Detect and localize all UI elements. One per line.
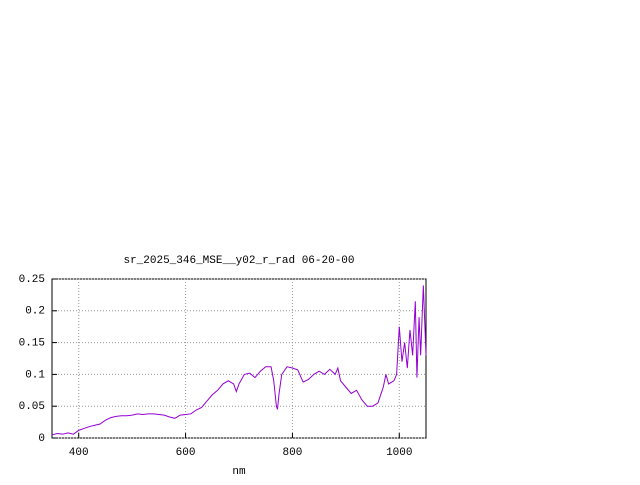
x-tick-label: 400 <box>69 447 89 459</box>
y-tick-label: 0 <box>38 433 45 445</box>
y-tick-label: 0.05 <box>19 401 45 413</box>
x-tick-label: 1000 <box>386 447 412 459</box>
chart-title: sr_2025_346_MSE__y02_r_rad 06-20-00 <box>123 255 354 267</box>
y-tick-label: 0.2 <box>25 306 45 318</box>
y-tick-label: 0.25 <box>19 274 45 286</box>
data-line <box>51 285 427 436</box>
plot-frame <box>51 278 427 439</box>
x-tick-label: 600 <box>176 447 196 459</box>
y-tick-label: 0.15 <box>19 338 45 350</box>
y-tick-label: 0.1 <box>25 369 45 381</box>
x-axis-label: nm <box>232 466 246 478</box>
x-tick-label: 800 <box>283 447 303 459</box>
